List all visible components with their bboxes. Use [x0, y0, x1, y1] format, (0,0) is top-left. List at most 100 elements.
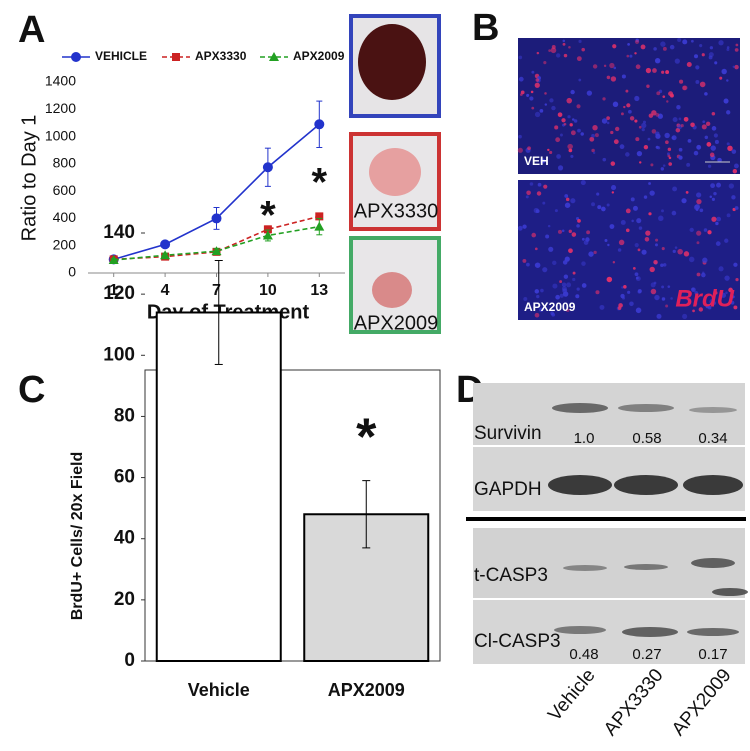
cell [569, 123, 573, 127]
cell [641, 128, 645, 132]
cell [727, 145, 733, 152]
cell [550, 311, 554, 316]
cell [564, 256, 570, 262]
bands [548, 403, 748, 637]
micrograph [518, 180, 740, 320]
y-tick-label: 200 [53, 236, 77, 252]
cell [596, 192, 600, 196]
cell [592, 125, 598, 131]
cell [534, 312, 540, 318]
cell [677, 248, 683, 255]
cell [661, 297, 666, 301]
cell [572, 277, 576, 282]
cell [674, 58, 680, 64]
cell [653, 260, 658, 265]
cell [728, 287, 733, 293]
cell [612, 261, 616, 264]
cell [555, 137, 561, 143]
cell [733, 262, 738, 267]
cell [696, 199, 702, 205]
cell [639, 161, 642, 164]
cell [655, 113, 660, 117]
cell [707, 230, 712, 235]
cell [735, 278, 739, 282]
cell [599, 304, 605, 310]
cell [718, 40, 724, 46]
cell [711, 111, 716, 116]
cell [731, 149, 737, 154]
cell [577, 219, 581, 223]
lane-label: APX2009 [668, 665, 736, 740]
cell [606, 116, 610, 121]
cell [726, 79, 729, 82]
cell [533, 207, 539, 214]
cell [591, 148, 595, 153]
cell [563, 53, 568, 58]
cell [735, 43, 739, 47]
cell [610, 185, 617, 191]
cell [542, 201, 546, 205]
cell [555, 294, 560, 300]
cell [556, 154, 561, 159]
cell [586, 230, 591, 235]
cell [660, 167, 665, 171]
cell [570, 154, 574, 159]
cell [705, 304, 710, 309]
cell [637, 248, 641, 252]
cell [526, 262, 530, 267]
cell [636, 150, 643, 157]
cell [612, 44, 617, 49]
cell [619, 144, 625, 150]
cell [539, 108, 544, 113]
cell [517, 225, 523, 231]
cell [726, 142, 730, 146]
cell [518, 76, 524, 82]
cell [629, 116, 635, 121]
legend-label: VEHICLE [95, 49, 147, 63]
cell [734, 206, 739, 210]
blot-row-label: GAPDH [474, 479, 542, 500]
cell [595, 290, 600, 295]
cell [707, 164, 712, 168]
cell [591, 202, 595, 207]
cell [720, 292, 727, 298]
cell [577, 128, 581, 133]
cell [618, 239, 625, 246]
y-tick-label: 60 [114, 467, 135, 488]
cell [610, 161, 616, 166]
cell [568, 248, 573, 254]
y-tick-label: 1200 [45, 100, 76, 116]
series-line [113, 123, 320, 261]
cell [544, 92, 547, 95]
cell [554, 209, 558, 213]
cell [545, 234, 550, 239]
cell [626, 54, 630, 58]
cell [540, 288, 544, 293]
cell [650, 282, 656, 288]
cell [643, 144, 649, 150]
cell [648, 113, 654, 118]
cell [531, 106, 535, 110]
x-tick-label: 1 [109, 282, 118, 299]
cell [526, 190, 531, 196]
cell [610, 76, 617, 82]
cell [696, 272, 701, 277]
cell [559, 280, 563, 284]
cell [564, 202, 571, 208]
cell [711, 216, 717, 222]
cell [704, 135, 709, 140]
cell [645, 230, 651, 236]
cell [696, 192, 702, 198]
ratio: 0.27 [632, 646, 661, 663]
cell [667, 147, 672, 152]
cell [721, 68, 727, 75]
cell [662, 46, 667, 51]
y-axis-label: BrdU+ Cells/ 20x Field [69, 452, 86, 621]
cell [666, 100, 669, 103]
cell [578, 78, 582, 82]
cell [544, 103, 548, 106]
cell [634, 272, 639, 277]
y-tick-label: 80 [114, 405, 135, 426]
cell [716, 216, 722, 222]
